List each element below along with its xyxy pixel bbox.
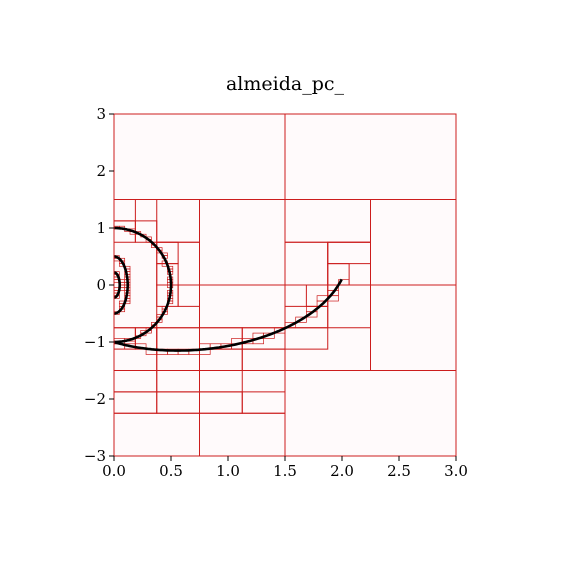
mesh-cell bbox=[241, 391, 286, 414]
y-tick-label: −3 bbox=[84, 447, 106, 465]
refined-cell bbox=[273, 327, 286, 334]
x-tick-label: 0.0 bbox=[102, 462, 126, 480]
curves bbox=[113, 226, 343, 352]
solution-curve bbox=[114, 226, 173, 344]
solution-curve bbox=[113, 278, 343, 352]
x-tick-label: 3.0 bbox=[444, 462, 468, 480]
solution-curve bbox=[113, 271, 121, 299]
axes: 0.0 0.5 1.0 1.5 2.0 2.5 3.0 3 2 1 0 −1 −2 −3 bbox=[84, 105, 468, 480]
refined-cell bbox=[327, 284, 339, 291]
x-tick-label: 1.0 bbox=[216, 462, 240, 480]
x-tick-label: 2.5 bbox=[387, 462, 411, 480]
refined-cell bbox=[284, 322, 297, 329]
solution-curve bbox=[114, 255, 129, 315]
y-tick-label: 3 bbox=[96, 105, 106, 123]
x-tick-label: 0.5 bbox=[159, 462, 183, 480]
y-tick-label: −1 bbox=[84, 333, 106, 351]
chart-title: almeida_pc_ bbox=[226, 73, 345, 95]
mesh-cell bbox=[177, 284, 200, 307]
refined-cell bbox=[295, 316, 307, 323]
y-tick-label: −2 bbox=[84, 390, 106, 408]
y-tick-label: 2 bbox=[96, 162, 106, 180]
y-tick-label: 1 bbox=[96, 219, 106, 237]
y-tick-label: 0 bbox=[96, 276, 106, 294]
mesh-cell bbox=[241, 348, 286, 371]
x-tick-label: 1.5 bbox=[273, 462, 297, 480]
x-tick-label: 2.0 bbox=[330, 462, 354, 480]
mesh-cell bbox=[199, 370, 243, 393]
refined-cell bbox=[338, 279, 350, 286]
